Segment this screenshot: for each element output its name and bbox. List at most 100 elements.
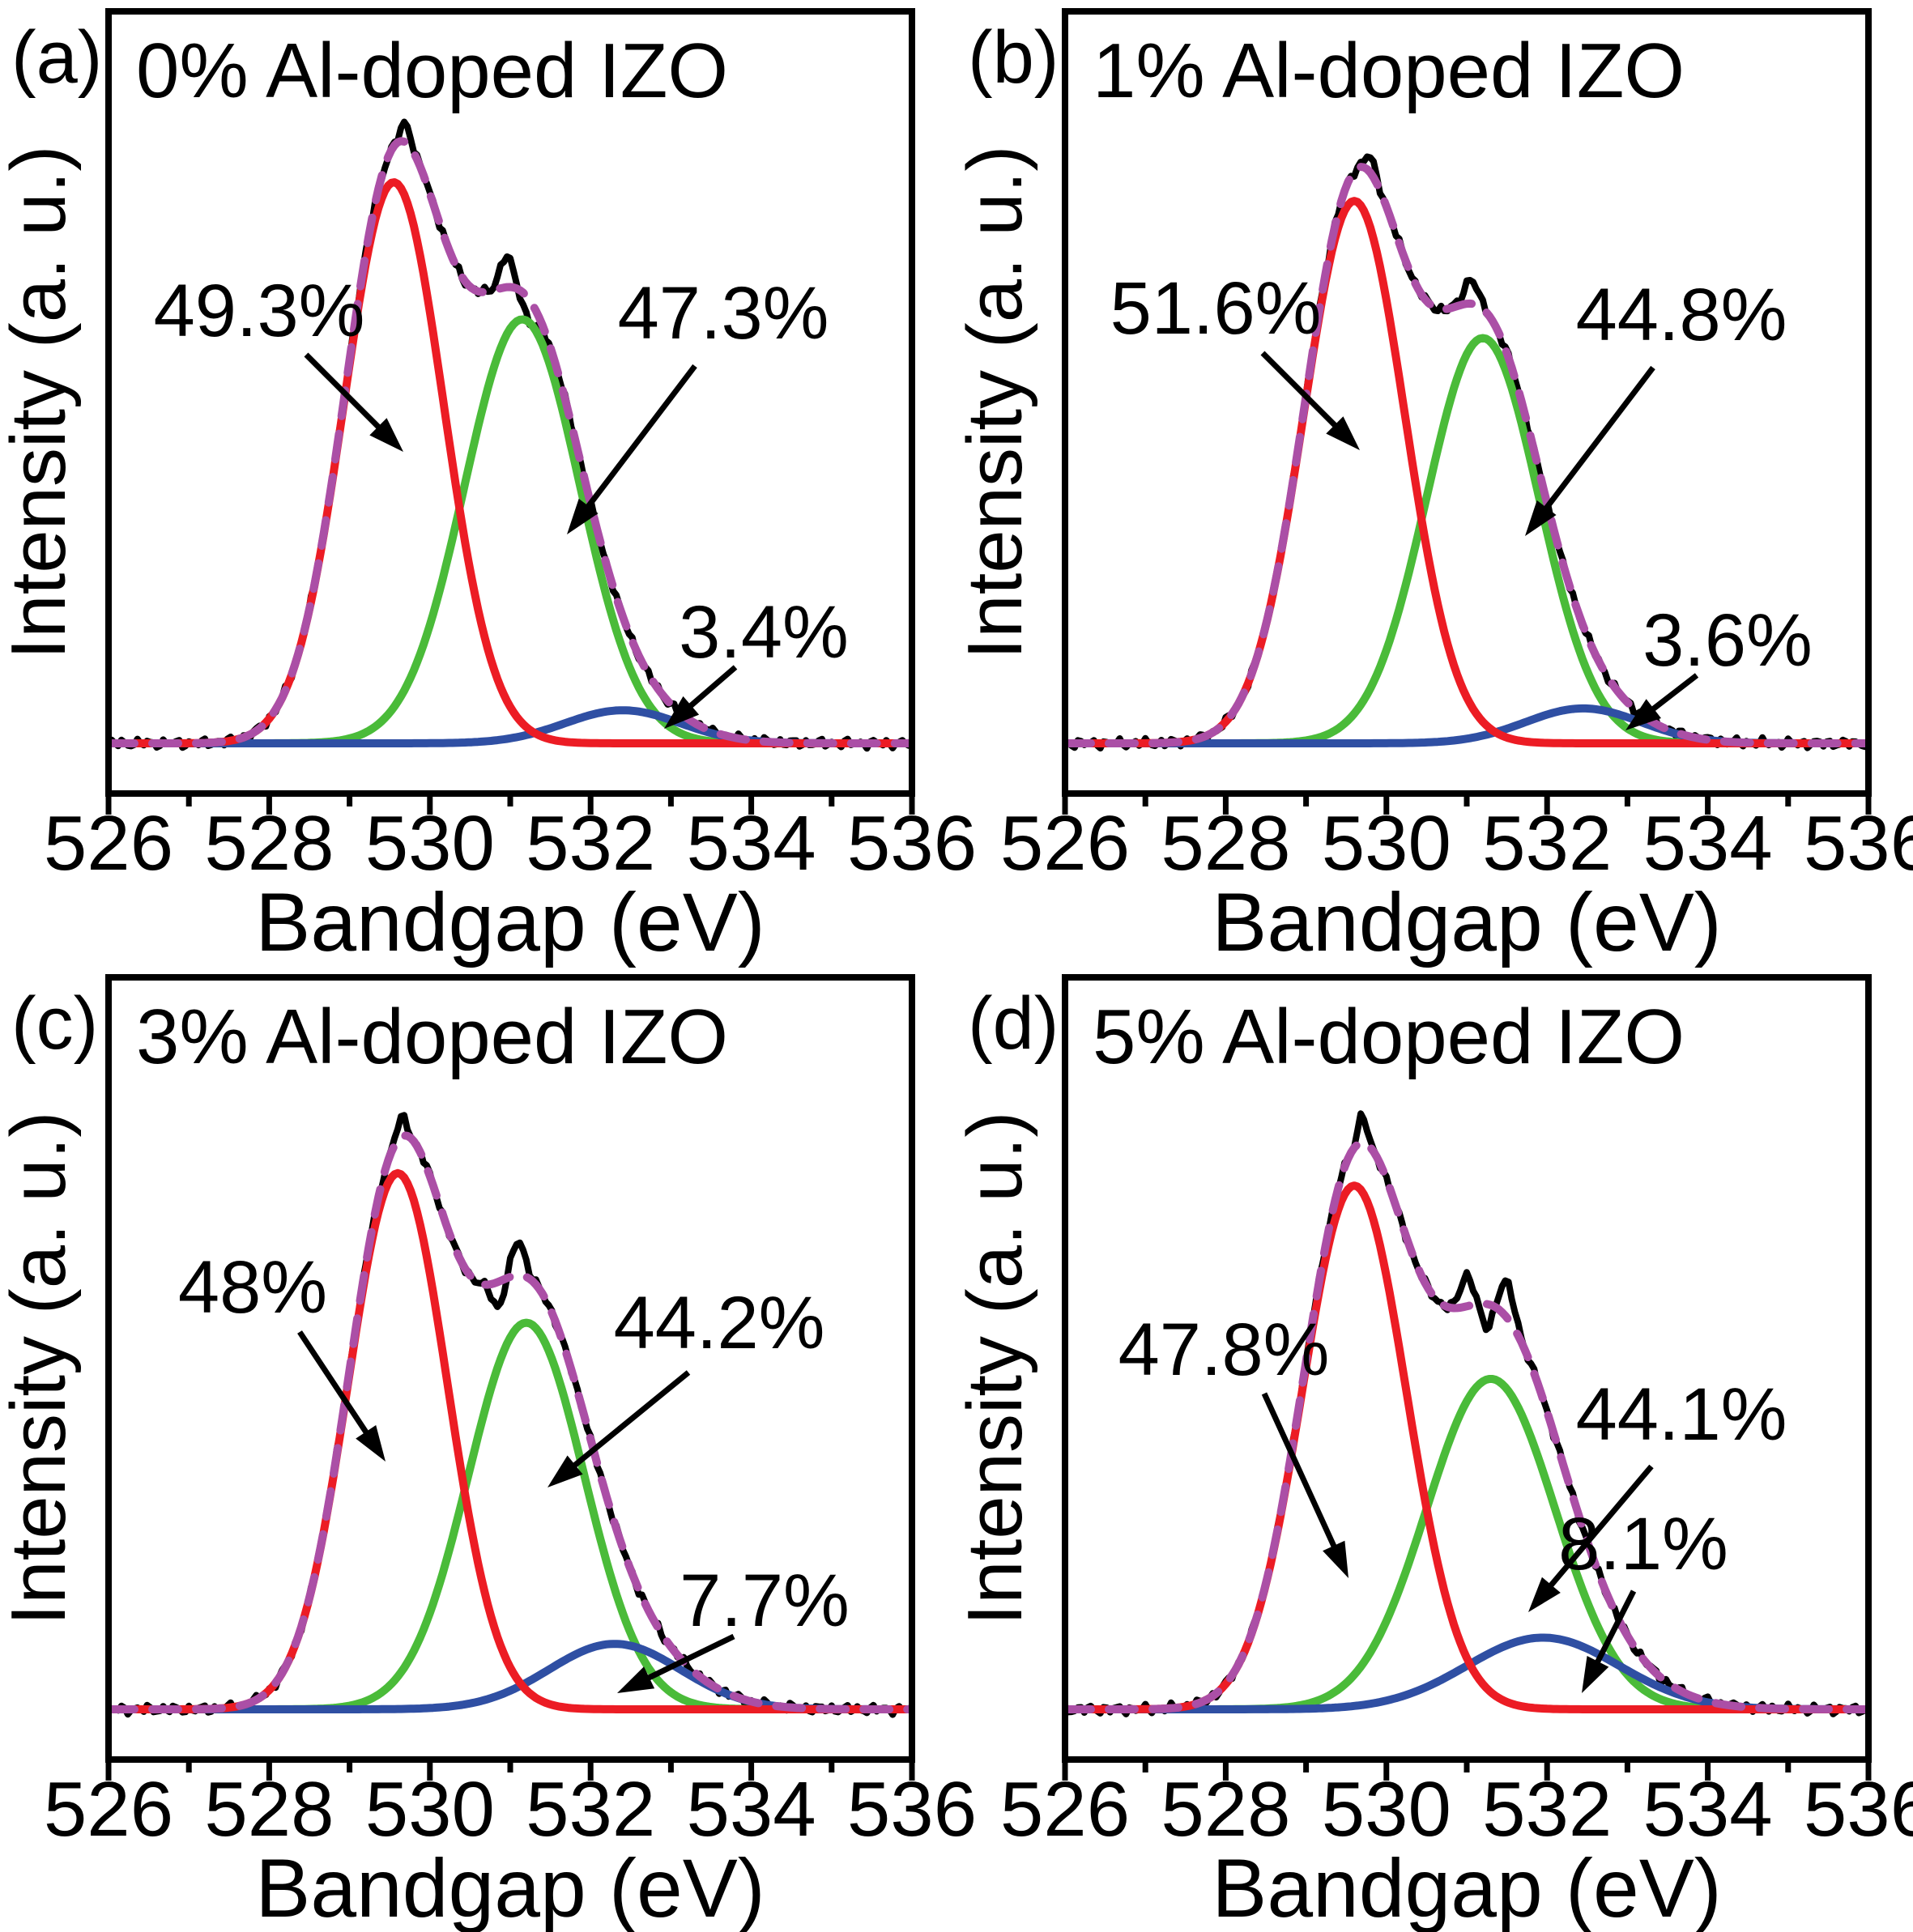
x-tick-label: 528: [1161, 800, 1290, 887]
x-axis-ticks: 526 528 530 532 534 536: [1000, 1760, 1913, 1853]
panel-d: (d) Intensity (a. u.) Bandgap (eV) 5% Al…: [952, 974, 1913, 1932]
x-axis-ticks: 526 528 530 532 534 536: [1000, 794, 1913, 887]
x-tick-label: 526: [44, 1766, 173, 1853]
percent-label: 44.2%: [614, 1282, 825, 1364]
cumulative-fit: [1065, 163, 1868, 747]
panel-title: 3% Al-doped IZO: [136, 994, 728, 1080]
peak-annotations: 49.3% 47.3% 3.4%: [154, 270, 849, 729]
annotation-arrowhead: [617, 1666, 655, 1693]
spectra-curves: [109, 1112, 912, 1718]
panel-label: (b): [968, 16, 1059, 99]
annotation-arrowhead: [1625, 699, 1661, 730]
panel-c: (c) Intensity (a. u.) Bandgap (eV) 3% Al…: [0, 974, 977, 1932]
plot-frame: [105, 8, 915, 797]
x-tick-label: 536: [847, 800, 977, 887]
x-axis-title: Bandgap (eV): [255, 1842, 765, 1932]
panel-title: 1% Al-doped IZO: [1093, 28, 1685, 114]
x-tick-label: 532: [1482, 800, 1612, 887]
annotation-arrowhead: [547, 1455, 583, 1487]
x-tick-label: 528: [204, 800, 334, 887]
x-tick-label: 530: [1322, 800, 1451, 887]
annotation-arrowhead: [1528, 1577, 1561, 1612]
percent-label: 49.3%: [154, 270, 365, 352]
annotation-arrow-line: [1260, 351, 1348, 439]
panel-label: (c): [11, 982, 98, 1065]
annotation-arrowhead: [664, 696, 700, 729]
y-axis-title: Intensity (a. u.): [952, 146, 1038, 660]
x-tick-label: 526: [44, 800, 173, 887]
spectra-curves: [1065, 1110, 1868, 1717]
peak-annotations: 51.6% 44.8% 3.6%: [1110, 267, 1813, 730]
cumulative-fit: [1065, 1138, 1868, 1713]
annotation-arrowhead: [567, 498, 599, 534]
x-tick-label: 530: [365, 800, 495, 887]
x-axis-title: Bandgap (eV): [1212, 1842, 1721, 1932]
peak-annotations: 47.8% 44.1% 8.1%: [1118, 1309, 1787, 1693]
x-tick-label: 532: [526, 1766, 655, 1853]
annotation-arrowhead: [1323, 1540, 1348, 1578]
y-axis-title: Intensity (a. u.): [0, 146, 82, 660]
annotation-arrowhead: [1582, 1655, 1609, 1693]
x-tick-label: 530: [365, 1766, 495, 1853]
spectra-curves: [109, 118, 912, 752]
x-tick-label: 530: [1322, 1766, 1451, 1853]
annotation-arrow-line: [1538, 1464, 1654, 1599]
panel-a: (a) Intensity (a. u.) Bandgap (eV) 0% Al…: [0, 8, 977, 968]
panel-title: 5% Al-doped IZO: [1093, 994, 1685, 1080]
cumulative-fit: [109, 1131, 912, 1713]
annotation-arrow-line: [297, 1330, 377, 1447]
x-axis-ticks: 526 528 530 532 534 536: [44, 794, 977, 887]
annotation-arrow-line: [576, 364, 697, 521]
plot-frame: [1062, 8, 1872, 797]
annotation-arrowhead: [1525, 500, 1557, 536]
plot-frame: [1062, 974, 1872, 1763]
percent-label: 44.1%: [1576, 1373, 1787, 1456]
percent-label: 3.6%: [1642, 599, 1813, 682]
x-axis-title: Bandgap (eV): [255, 876, 765, 968]
component-peak-3: [109, 1640, 912, 1713]
y-axis-title: Intensity (a. u.): [952, 1112, 1038, 1626]
annotation-arrow-line: [633, 1633, 735, 1687]
annotation-arrowhead: [356, 1425, 386, 1462]
spectra-curves: [1065, 153, 1868, 752]
panel-title: 0% Al-doped IZO: [136, 28, 728, 114]
annotation-arrow-line: [1261, 1392, 1344, 1562]
percent-label: 48%: [178, 1246, 327, 1329]
x-tick-label: 528: [204, 1766, 334, 1853]
percent-label: 7.7%: [680, 1560, 850, 1642]
x-tick-label: 526: [1000, 1766, 1130, 1853]
annotation-arrow-line: [560, 1370, 691, 1478]
annotation-arrow-line: [304, 352, 392, 440]
x-axis-ticks: 526 528 530 532 534 536: [44, 1760, 977, 1853]
x-tick-label: 536: [847, 1766, 977, 1853]
percent-label: 47.3%: [618, 272, 829, 355]
percent-label: 47.8%: [1118, 1309, 1330, 1391]
plot-frame: [105, 974, 915, 1763]
x-tick-label: 532: [526, 800, 655, 887]
component-peak-2: [109, 1318, 912, 1713]
x-tick-label: 532: [1482, 1766, 1612, 1853]
x-tick-label: 536: [1804, 1766, 1913, 1853]
component-peak-2: [1065, 334, 1868, 747]
annotation-arrowhead: [369, 418, 403, 452]
annotation-arrow-line: [1534, 365, 1655, 522]
annotation-arrowhead: [1326, 416, 1360, 450]
percent-label: 51.6%: [1110, 267, 1322, 350]
percent-label: 3.4%: [679, 591, 849, 674]
x-tick-label: 534: [687, 1766, 816, 1853]
y-axis-title: Intensity (a. u.): [0, 1112, 82, 1626]
x-tick-label: 528: [1161, 1766, 1290, 1853]
percent-label: 8.1%: [1558, 1503, 1728, 1585]
x-tick-label: 534: [1643, 800, 1773, 887]
x-tick-label: 534: [687, 800, 816, 887]
peak-annotations: 48% 44.2% 7.7%: [178, 1246, 850, 1693]
panel-b: (b) Intensity (a. u.) Bandgap (eV) 1% Al…: [952, 8, 1913, 968]
x-tick-label: 526: [1000, 800, 1130, 887]
component-peak-2: [109, 315, 912, 747]
x-axis-title: Bandgap (eV): [1212, 876, 1721, 968]
x-tick-label: 534: [1643, 1766, 1773, 1853]
cumulative-fit: [109, 137, 912, 747]
percent-label: 44.8%: [1576, 274, 1787, 356]
panel-label: (d): [968, 982, 1059, 1065]
